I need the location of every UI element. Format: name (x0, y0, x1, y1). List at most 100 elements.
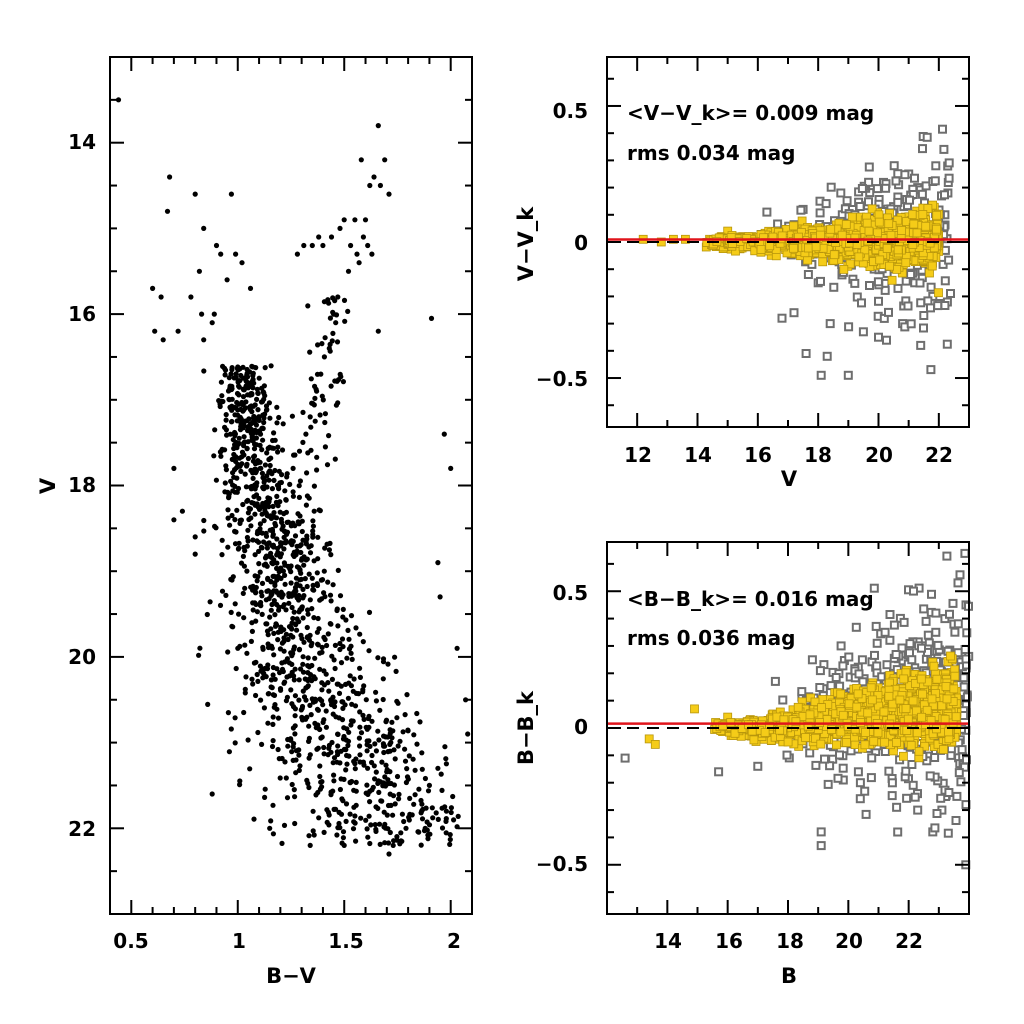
cmd-star-point (351, 804, 357, 810)
cmd-star-point (220, 363, 226, 369)
cmd-star-point (372, 741, 378, 747)
cmd-star-point (334, 832, 340, 838)
cmd-star-point (256, 414, 262, 420)
cmd-star-point (201, 528, 207, 534)
cmd-star-point (230, 482, 236, 488)
cmd-star-point (257, 504, 263, 510)
b-residual-rejected-point (931, 627, 941, 637)
cmd-star-point (318, 577, 324, 583)
cmd-star-point (249, 676, 255, 682)
cmd-star-point (315, 641, 321, 647)
cmd-star-point (365, 765, 371, 771)
b-residual-selected-point (836, 689, 846, 699)
cmd-star-point (347, 811, 353, 817)
cmd-star-point (386, 191, 392, 197)
v-residual-selected-point (886, 230, 896, 240)
cmd-star-point (237, 462, 243, 468)
v-residual-rejected-point (801, 349, 811, 358)
cmd-star-point (270, 503, 276, 509)
b-residual-selected-point (690, 704, 699, 714)
cmd-star-point (366, 713, 372, 719)
cmd-star-point (274, 536, 280, 542)
cmd-star-point (381, 809, 387, 815)
cmd-star-point (426, 822, 433, 828)
v-residual-rejected-point (777, 313, 787, 323)
v-residual-rejected-point (938, 124, 947, 134)
cmd-star-point (290, 615, 296, 622)
cmd-star-point (411, 732, 417, 738)
cmd-star-point (237, 643, 243, 650)
cmd-star-point (218, 251, 224, 257)
cmd-star-point (241, 563, 247, 569)
cmd-star-point (292, 533, 299, 539)
cmd-star-point (232, 715, 238, 721)
cmd-star-point (270, 721, 276, 728)
cmd-star-point (232, 517, 238, 523)
cmd-star-point (254, 671, 260, 678)
b-residual-selected-point (933, 739, 943, 749)
cmd-star-point (292, 452, 298, 458)
b-residual-selected-point (842, 738, 851, 747)
v-residual-selected-point (789, 243, 798, 253)
b-residual-selected-point (946, 651, 955, 661)
cmd-panel: 0.5 1 1.5 2 14 16 18 20 22 B−V V (36, 56, 473, 988)
b-residual-rejected-point (960, 548, 970, 558)
b-residual-rejected-point (797, 687, 807, 697)
cmd-star-point (268, 550, 274, 557)
cmd-star-point (319, 644, 325, 651)
cmd-star-point (244, 650, 250, 656)
cmd-star-point (414, 710, 420, 717)
cmd-star-point (261, 705, 267, 711)
cmd-star-point (400, 729, 406, 735)
cmd-star-point (262, 786, 268, 792)
b-residual-rejected-point (855, 778, 865, 788)
cmd-star-point (320, 702, 326, 708)
cmd-star-point (304, 536, 310, 542)
cmd-star-point (253, 618, 259, 624)
v-residual-selected-point (884, 219, 894, 229)
cmd-star-point (310, 528, 316, 534)
cmd-star-point (249, 483, 255, 490)
b-residual-rejected-point (855, 794, 865, 804)
v-residual-rejected-point (796, 205, 806, 215)
cmd-star-point (351, 676, 357, 682)
cmd-star-point (241, 434, 247, 440)
cmd-star-point (366, 609, 373, 616)
cmd-star-point (352, 820, 358, 826)
b-residual-rejected-point (831, 673, 841, 682)
cmd-star-point (290, 493, 296, 499)
cmd-star-point (316, 507, 322, 513)
v-residual-rejected-point (884, 307, 893, 317)
cmd-star-point (253, 365, 259, 371)
cmd-star-point (225, 649, 231, 655)
cmd-star-point (277, 509, 283, 515)
v-residual-selected-point (874, 210, 884, 220)
v-residual-rejected-point (915, 278, 925, 288)
cmd-star-point (243, 674, 249, 680)
cmd-star-point (290, 520, 296, 526)
v-residual-selected-point (811, 242, 821, 252)
cmd-star-point (227, 522, 233, 528)
b-residual-rejected-point (872, 638, 882, 648)
cmd-star-point (319, 687, 325, 693)
cmd-star-point (357, 724, 363, 730)
v-residual-rejected-point (919, 323, 928, 333)
cmd-star-point (232, 740, 238, 746)
cmd-star-point (383, 734, 389, 740)
cmd-star-point (277, 686, 284, 692)
cmd-star-point (385, 749, 391, 755)
cmd-star-point (218, 379, 224, 385)
cmd-star-point (227, 431, 233, 437)
cmd-star-point (305, 611, 311, 617)
cmd-star-point (382, 157, 388, 163)
v-residual-selected-point (829, 250, 839, 260)
cmd-star-point (296, 597, 302, 603)
cmd-star-point (417, 719, 423, 725)
cmd-star-point (255, 528, 261, 534)
cmd-star-point (322, 636, 328, 643)
cmd-star-point (160, 337, 166, 343)
v-residual-selected-point (923, 204, 933, 213)
cmd-star-point (243, 383, 249, 389)
cmd-star-point (276, 756, 282, 762)
cmd-star-point (346, 636, 352, 642)
